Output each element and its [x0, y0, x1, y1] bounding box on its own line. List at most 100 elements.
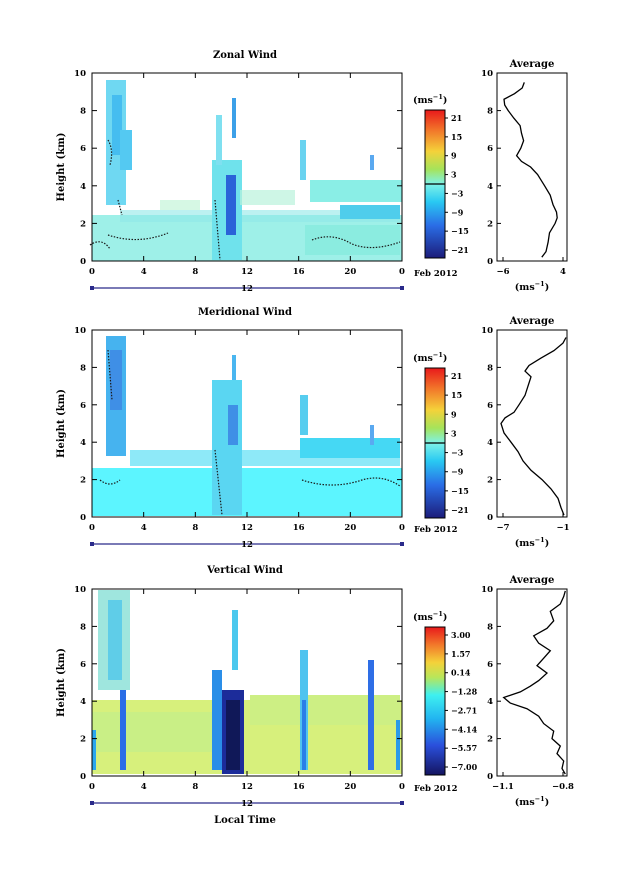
y-tick-label: 4 — [80, 697, 86, 707]
colorbar-tick-label: −3 — [451, 448, 464, 458]
date-axis-cap — [400, 542, 404, 546]
profile-line — [502, 590, 566, 775]
colorbar-unit: (ms−1) — [413, 351, 447, 364]
date-axis-cap — [400, 286, 404, 290]
x-tick-label: 20 — [344, 782, 356, 792]
x-tick-label: 20 — [344, 523, 356, 533]
x-axis: 0 4 8 12 16 20 0 — [89, 330, 405, 533]
y-tick-label: 8 — [80, 622, 86, 632]
colorbar-tick-label: 15 — [451, 132, 462, 142]
profile-y-tick-label: 8 — [487, 107, 493, 117]
x-tick-label: 0 — [399, 267, 405, 277]
profile-frame — [496, 72, 568, 262]
y-tick-label: 2 — [80, 476, 86, 486]
colorbar-tick-label: −9 — [451, 467, 464, 477]
x-tick-label: 4 — [141, 523, 147, 533]
colorbar-tick-label: 21 — [451, 113, 462, 123]
profile-y-tick-label: 0 — [487, 257, 493, 267]
profile-y-tick-label: 6 — [487, 660, 493, 670]
profile-y-tick-label: 10 — [481, 69, 493, 79]
profile-x-tick-label: −1 — [556, 523, 569, 533]
colorbar-tick-label: −15 — [451, 486, 469, 496]
month-label: Feb 2012 — [414, 269, 458, 279]
panel-meridional: Meridional Wind 0 4 8 12 16 20 0 0246810Height… — [56, 307, 570, 550]
colorbar-tick-label: −21 — [451, 245, 469, 255]
heatmap-area — [92, 336, 402, 516]
colorbar-scale — [424, 626, 446, 776]
profile-y-tick-label: 6 — [487, 401, 493, 411]
colorbar-tick-label: 15 — [451, 390, 462, 400]
date-axis-cap — [90, 542, 94, 546]
profile-x-tick-label: −0.8 — [552, 782, 574, 792]
x-tick-label: 4 — [141, 782, 147, 792]
x-tick-label: 8 — [192, 267, 198, 277]
heatmap-area — [89, 80, 402, 261]
colorbar-tick-label: 9 — [451, 151, 457, 161]
y-tick-label: 8 — [80, 107, 86, 117]
profile-y-tick-label: 4 — [487, 697, 493, 707]
profile-frame — [496, 588, 568, 777]
profile-x-tick-label: −7 — [496, 523, 509, 533]
profile-y-tick-label: 4 — [487, 182, 493, 192]
y-tick-label: 6 — [80, 144, 86, 154]
profile: Average 0 2 4 6 8 10 −6 4 (ms−1) — [481, 59, 568, 293]
profile-x-unit: (ms−1) — [515, 536, 549, 549]
y-tick-label: 8 — [80, 363, 86, 373]
y-tick-label: 0 — [80, 257, 86, 267]
profile-title: Average — [509, 575, 555, 586]
date-axis-cap — [90, 801, 94, 805]
date-axis-cap — [90, 286, 94, 290]
colorbar-unit: (ms−1) — [413, 93, 447, 106]
y-tick-label: 6 — [80, 401, 86, 411]
colorbar-tick-label: −1.28 — [451, 687, 478, 697]
profile-y-tick-label: 10 — [481, 585, 493, 595]
profile-y-tick-label: 0 — [487, 513, 493, 523]
colorbar: (ms−1) 3.00 1.57 0.14 −1.28 −2.71 −4.14 −5.57 −7… — [413, 610, 478, 776]
x-tick-label: 0 — [89, 523, 95, 533]
x-tick-label: 12 — [241, 782, 253, 792]
x-tick-label: 0 — [89, 782, 95, 792]
month-label: Feb 2012 — [414, 784, 458, 794]
profile-title: Average — [509, 59, 555, 70]
colorbar: (ms−1) 21 15 9 3 −3 −9 −15 −21 — [413, 351, 469, 519]
y-axis: 0 2 4 6 8 10 Height (km) — [56, 326, 402, 523]
chart-title: Vertical Wind — [206, 565, 283, 576]
colorbar: (ms−1) 21 15 9 3 −3 −9 −15 −21 — [413, 93, 469, 259]
profile-frame — [496, 329, 568, 518]
colorbar-tick-label: −7.00 — [451, 762, 478, 772]
profile-y-tick-label: 0 — [487, 772, 493, 782]
x-tick-label: 4 — [141, 267, 147, 277]
colorbar-tick-label: 3 — [451, 428, 457, 438]
profile-y-tick-label: 8 — [487, 622, 493, 632]
colorbar-tick-label: 21 — [451, 371, 462, 381]
x-tick-label: 16 — [293, 267, 305, 277]
colorbar-tick-label: −3 — [451, 188, 464, 198]
colorbar-tick-label: −4.14 — [451, 724, 478, 734]
x-tick-label: 0 — [399, 782, 405, 792]
y-axis-label: Height (km) — [56, 389, 67, 458]
date-axis: 12 Feb 2012 — [90, 269, 458, 294]
profile-y-tick-label: 2 — [487, 735, 493, 745]
x-tick-label: 12 — [241, 523, 253, 533]
x-tick-label: 20 — [344, 267, 356, 277]
colorbar-tick-label: 9 — [451, 409, 457, 419]
y-tick-label: 2 — [80, 735, 86, 745]
colorbar-tick-label: −21 — [451, 505, 469, 515]
profile-y-tick-label: 8 — [487, 363, 493, 373]
profile: Average 0 2 4 6 8 10 −1.1 −0.8(ms−1) — [481, 575, 574, 808]
colorbar-tick-label: 1.57 — [451, 649, 470, 659]
x-tick-label: 0 — [89, 267, 95, 277]
chart-title: Zonal Wind — [213, 50, 277, 61]
date-axis: 12 Feb 2012 — [90, 525, 458, 550]
y-tick-label: 6 — [80, 660, 86, 670]
profile-y-tick-label: 10 — [481, 326, 493, 336]
profile-x-tick-label: −6 — [496, 267, 509, 277]
profile-x-tick-label: −1.1 — [492, 782, 514, 792]
y-tick-label: 10 — [74, 585, 86, 595]
profile-y-tick-label: 4 — [487, 438, 493, 448]
y-tick-label: 4 — [80, 182, 86, 192]
profile-x-unit: (ms−1) — [515, 280, 549, 293]
y-tick-label: 10 — [74, 326, 86, 336]
x-axis: 0 4 8 12 16 20 0 — [89, 589, 405, 792]
y-tick-label: 4 — [80, 438, 86, 448]
